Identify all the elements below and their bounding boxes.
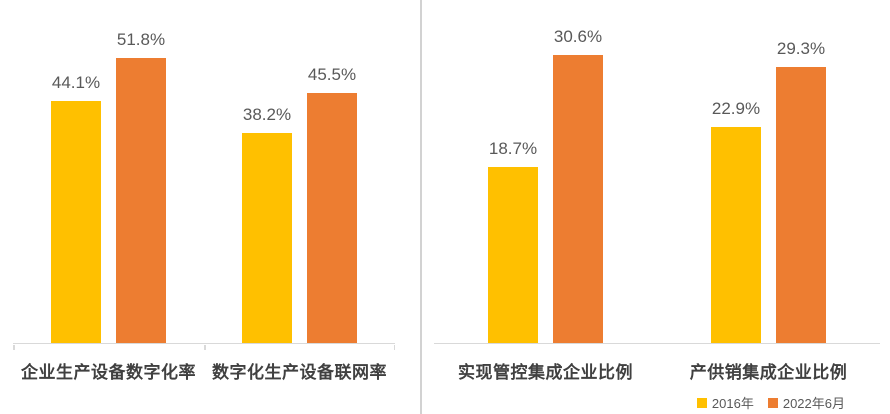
bar-series-1: [116, 58, 166, 343]
category-label-equip-networking-rate: 数字化生产设备联网率: [212, 363, 387, 382]
legend-label: 2022年6月: [782, 396, 845, 411]
legend-item: 2016年: [696, 393, 754, 412]
axis-tick: [13, 344, 15, 350]
data-label: 38.2%: [242, 104, 292, 124]
bar-group-item: 51.8%: [116, 30, 166, 343]
bar-series-0: [488, 166, 538, 343]
bar-group-item: 22.9%: [711, 99, 761, 343]
axis-tick: [393, 344, 395, 350]
bar-series-1: [307, 92, 357, 343]
chart-panel-right: 18.7% 30.6% 22.9% 29.3% 实现管控集成企业比例 产供销集成企业比…: [434, 0, 880, 414]
category-label-equip-digitalization-rate: 企业生产设备数字化率: [21, 363, 196, 382]
bar-group-item: 44.1%: [51, 72, 101, 343]
data-label: 45.5%: [307, 64, 357, 84]
category-label-supply-sales-integration-ratio: 产供销集成企业比例: [689, 363, 848, 382]
legend-item: 2022年6月: [767, 393, 845, 412]
bar-series-1: [553, 54, 603, 343]
bar-group-item: 45.5%: [307, 65, 357, 343]
category-axis-right: 实现管控集成企业比例 产供销集成企业比例: [434, 360, 880, 386]
category-axis-left: 企业生产设备数字化率 数字化生产设备联网率: [13, 360, 395, 386]
bar-group-item: 29.3%: [776, 39, 826, 343]
bar-group-item: 30.6%: [553, 26, 603, 343]
data-label: 18.7%: [488, 138, 538, 158]
plot-area-left: 44.1% 51.8% 38.2% 45.5%: [13, 14, 395, 350]
legend-swatch-icon: [696, 397, 707, 408]
data-label: 51.8%: [116, 30, 166, 50]
panel-divider: [420, 0, 422, 414]
bar-group-item: 38.2%: [242, 105, 292, 343]
category-group: 22.9% 29.3%: [657, 14, 880, 343]
category-label-control-integration-ratio: 实现管控集成企业比例: [458, 363, 633, 382]
category-group: 18.7% 30.6%: [434, 14, 657, 343]
bar-series-0: [242, 132, 292, 343]
legend-swatch-icon: [767, 397, 778, 408]
bar-series-0: [51, 100, 101, 343]
data-label: 29.3%: [776, 38, 826, 58]
data-label: 22.9%: [711, 99, 761, 119]
category-group: 44.1% 51.8%: [13, 14, 204, 343]
bar-series-0: [711, 127, 761, 343]
axis-tick: [204, 344, 206, 350]
legend: 2016年 2022年6月: [696, 393, 845, 412]
category-group: 38.2% 45.5%: [204, 14, 395, 343]
data-label: 30.6%: [553, 26, 603, 46]
chart-panel-left: 44.1% 51.8% 38.2% 45.5% 企业生产设备数字化率 数字化生产设备联…: [13, 0, 395, 414]
plot-area-right: 18.7% 30.6% 22.9% 29.3%: [434, 14, 880, 344]
legend-label: 2016年: [711, 396, 754, 411]
bar-series-1: [776, 66, 826, 343]
data-label: 44.1%: [51, 72, 101, 92]
bar-group-item: 18.7%: [488, 139, 538, 343]
